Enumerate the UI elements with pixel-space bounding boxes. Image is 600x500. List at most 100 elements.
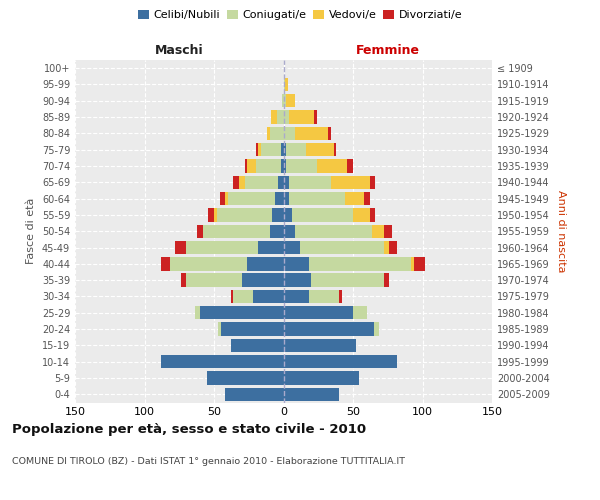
Bar — [286, 160, 317, 172]
Bar — [370, 176, 375, 189]
Bar — [214, 208, 217, 222]
Bar — [217, 208, 272, 222]
Bar — [269, 126, 284, 140]
Bar — [284, 290, 308, 303]
Bar — [284, 94, 286, 108]
Bar — [347, 160, 353, 172]
Bar — [328, 126, 331, 140]
Bar — [383, 224, 392, 238]
Bar — [269, 224, 284, 238]
Text: Popolazione per età, sesso e stato civile - 2010: Popolazione per età, sesso e stato civil… — [12, 422, 366, 436]
Bar — [284, 257, 308, 270]
Bar — [306, 143, 334, 156]
Bar — [284, 176, 289, 189]
Bar — [230, 338, 284, 352]
Bar — [233, 176, 239, 189]
Bar — [161, 355, 284, 368]
Bar — [284, 110, 289, 124]
Text: Maschi: Maschi — [155, 44, 203, 58]
Bar — [239, 176, 245, 189]
Bar — [261, 143, 281, 156]
Bar — [253, 290, 284, 303]
Bar — [233, 290, 253, 303]
Bar — [277, 110, 284, 124]
Bar — [225, 192, 228, 205]
Bar — [412, 257, 414, 270]
Bar — [197, 224, 203, 238]
Bar — [170, 257, 247, 270]
Bar — [284, 274, 311, 287]
Y-axis label: Fasce di età: Fasce di età — [26, 198, 36, 264]
Bar — [247, 257, 284, 270]
Bar — [284, 160, 286, 172]
Bar — [256, 160, 281, 172]
Bar — [295, 126, 328, 140]
Text: Femmine: Femmine — [356, 44, 420, 58]
Bar — [317, 160, 347, 172]
Bar — [218, 322, 221, 336]
Bar — [284, 78, 285, 91]
Bar — [194, 306, 200, 320]
Bar — [267, 126, 269, 140]
Bar — [353, 208, 370, 222]
Bar — [292, 208, 353, 222]
Bar — [284, 388, 339, 401]
Bar — [259, 241, 284, 254]
Bar — [228, 192, 275, 205]
Bar — [284, 338, 356, 352]
Bar — [208, 208, 214, 222]
Bar — [186, 274, 242, 287]
Bar — [370, 208, 375, 222]
Bar — [230, 290, 233, 303]
Bar — [284, 355, 397, 368]
Bar — [221, 322, 284, 336]
Bar — [220, 192, 225, 205]
Bar — [281, 160, 284, 172]
Bar — [161, 257, 170, 270]
Bar — [207, 372, 284, 384]
Bar — [286, 94, 295, 108]
Bar — [200, 306, 284, 320]
Bar — [284, 208, 292, 222]
Bar — [186, 241, 259, 254]
Bar — [284, 241, 300, 254]
Bar — [334, 143, 337, 156]
Bar — [259, 143, 261, 156]
Bar — [311, 274, 383, 287]
Bar — [295, 224, 373, 238]
Bar — [308, 257, 412, 270]
Bar — [281, 143, 284, 156]
Bar — [181, 274, 186, 287]
Bar — [289, 192, 344, 205]
Bar — [242, 274, 284, 287]
Bar — [285, 78, 287, 91]
Bar — [308, 290, 339, 303]
Bar — [339, 290, 342, 303]
Bar — [373, 224, 383, 238]
Bar — [389, 241, 397, 254]
Bar — [414, 257, 425, 270]
Bar — [364, 192, 370, 205]
Bar — [245, 160, 247, 172]
Bar — [245, 176, 278, 189]
Bar — [282, 94, 284, 108]
Bar — [225, 388, 284, 401]
Text: COMUNE DI TIROLO (BZ) - Dati ISTAT 1° gennaio 2010 - Elaborazione TUTTITALIA.IT: COMUNE DI TIROLO (BZ) - Dati ISTAT 1° ge… — [12, 458, 405, 466]
Bar — [203, 224, 269, 238]
Bar — [284, 306, 353, 320]
Bar — [278, 176, 284, 189]
Bar — [374, 322, 379, 336]
Bar — [383, 241, 389, 254]
Bar — [284, 192, 289, 205]
Bar — [284, 322, 374, 336]
Bar — [247, 160, 256, 172]
Bar — [344, 192, 364, 205]
Bar — [284, 143, 286, 156]
Bar — [284, 126, 295, 140]
Bar — [289, 176, 331, 189]
Y-axis label: Anni di nascita: Anni di nascita — [556, 190, 566, 272]
Bar — [256, 143, 259, 156]
Bar — [272, 208, 284, 222]
Bar — [271, 110, 277, 124]
Bar — [314, 110, 317, 124]
